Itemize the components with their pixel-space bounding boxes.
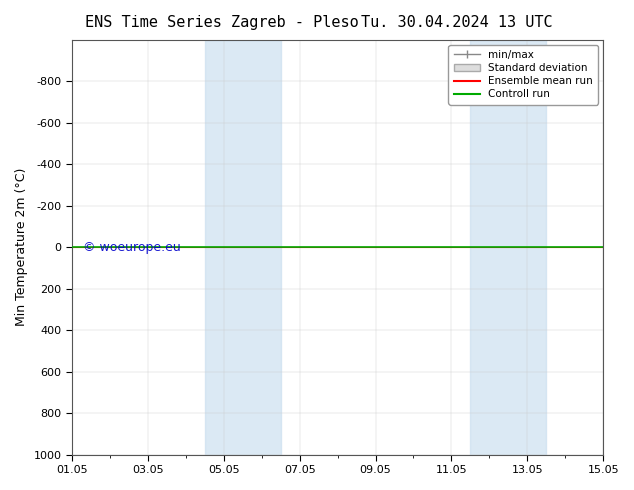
Legend: min/max, Standard deviation, Ensemble mean run, Controll run: min/max, Standard deviation, Ensemble me… [448, 45, 598, 104]
Bar [205, 40, 281, 455]
Bar [470, 40, 547, 455]
Y-axis label: Min Temperature 2m (°C): Min Temperature 2m (°C) [15, 168, 28, 326]
Text: ENS Time Series Zagreb - Pleso: ENS Time Series Zagreb - Pleso [85, 15, 359, 30]
Text: Tu. 30.04.2024 13 UTC: Tu. 30.04.2024 13 UTC [361, 15, 552, 30]
Text: © woeurope.eu: © woeurope.eu [82, 241, 180, 253]
